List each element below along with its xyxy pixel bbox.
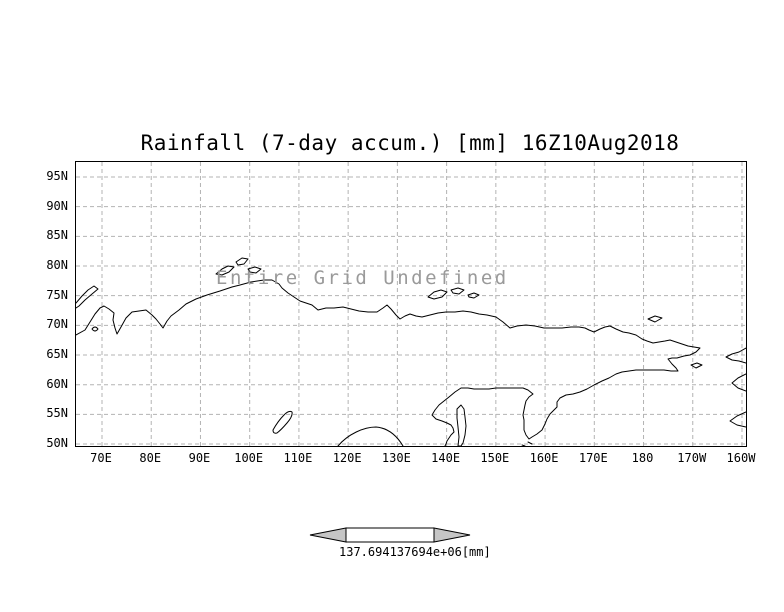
colorbar [309, 527, 471, 543]
lon-tick-label: 160W [726, 451, 756, 465]
colorbar-label: 137.694137694e+06[mm] [339, 545, 491, 559]
lat-tick-label: 95N [46, 169, 68, 183]
coastline-severnaya-zemlya [215, 257, 262, 276]
plot-title: Rainfall (7-day accum.) [mm] 16Z10Aug201… [140, 131, 680, 155]
undefined-grid-message: Entire Grid Undefined [216, 267, 509, 289]
lon-tick-label: 100E [234, 451, 264, 465]
graticule-grid [76, 162, 746, 446]
colorbar-right-arrow [433, 527, 471, 543]
coastline-novaya-zemlya-kolguyev [76, 285, 99, 332]
lat-tick-label: 80N [46, 258, 68, 272]
lat-tick-label: 55N [46, 406, 68, 421]
lat-tick-label: 50N [46, 436, 68, 451]
lon-tick-label: 120E [332, 451, 362, 465]
colorbar-left-arrow [309, 527, 347, 543]
coastline-sakhalin-kurils [456, 404, 533, 446]
coastline-alaska-bering [690, 347, 746, 428]
lat-tick-label: 70N [46, 317, 68, 332]
lon-tick-label: 80E [139, 451, 162, 465]
lat-tick-label: 65N [46, 347, 68, 362]
lon-tick-label: 170W [677, 451, 707, 465]
lon-tick-label: 70E [90, 451, 112, 465]
lat-tick-label: 60N [46, 376, 68, 391]
lon-tick-label: 170E [578, 451, 608, 465]
lon-tick-label: 150E [480, 451, 510, 465]
coastline-map [76, 257, 746, 446]
map-plot-area: Entire Grid Undefined [75, 161, 747, 447]
lat-tick-label: 85N [46, 228, 68, 243]
coastline-mainland-siberia [76, 279, 701, 446]
lon-tick-label: 140E [431, 451, 461, 465]
lon-tick-label: 130E [381, 451, 411, 465]
lon-tick-label: 180 [631, 451, 654, 465]
lon-tick-label: 160E [529, 451, 559, 465]
colorbar-body [345, 527, 435, 543]
lon-tick-label: 90E [188, 451, 211, 465]
lat-tick-label: 75N [46, 287, 68, 302]
lat-tick-label: 90N [46, 198, 68, 213]
coastline-new-siberian-islands [427, 287, 480, 300]
lon-tick-label: 110E [283, 451, 313, 465]
coastline-lake-baikal-inland [272, 410, 404, 446]
coastline-wrangel-island [647, 315, 663, 323]
